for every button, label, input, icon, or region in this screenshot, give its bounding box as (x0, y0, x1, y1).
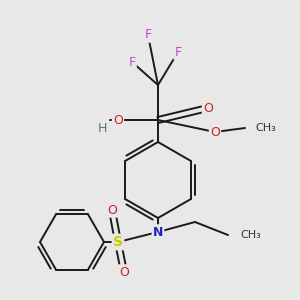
Text: F: F (174, 46, 182, 59)
Text: CH₃: CH₃ (255, 123, 276, 133)
Text: O: O (210, 125, 220, 139)
Text: O: O (113, 113, 123, 127)
Text: F: F (144, 28, 152, 41)
Text: S: S (113, 235, 123, 249)
Text: H: H (97, 122, 107, 134)
Text: O: O (119, 266, 129, 278)
Text: N: N (153, 226, 163, 238)
Text: O: O (203, 101, 213, 115)
Text: CH₃: CH₃ (240, 230, 261, 240)
Text: O: O (107, 203, 117, 217)
Text: F: F (128, 56, 136, 68)
